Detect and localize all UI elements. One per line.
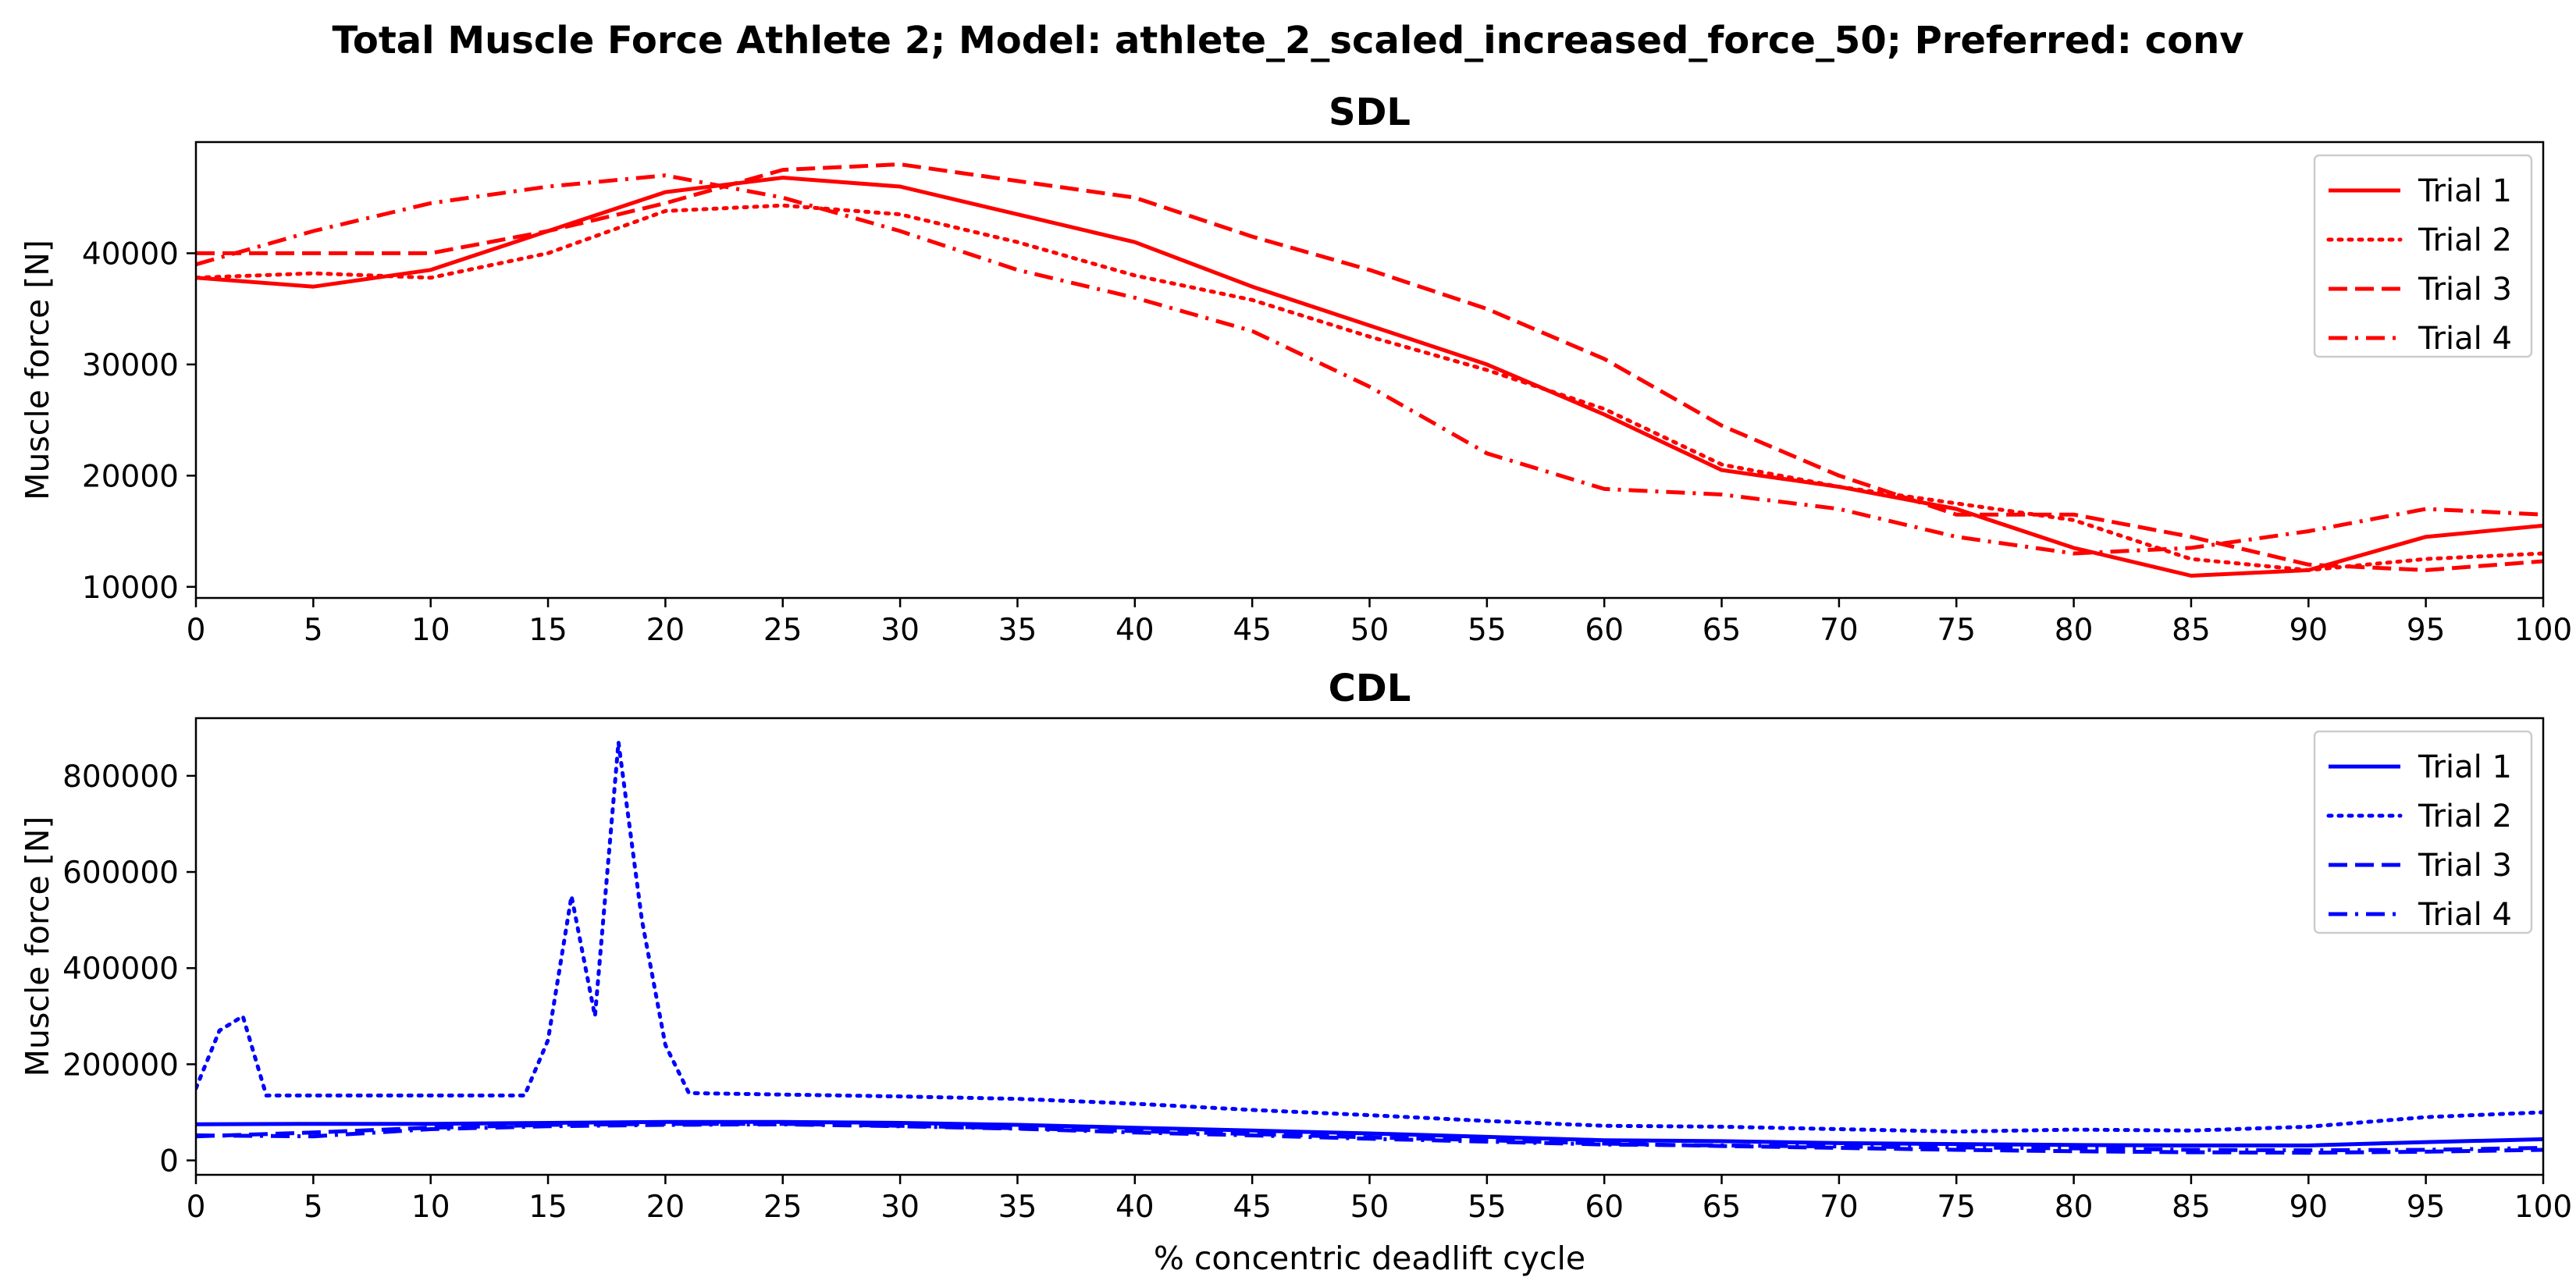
sdl-x-tick-label: 65 bbox=[1703, 613, 1742, 648]
cdl-x-tick-label: 55 bbox=[1468, 1190, 1507, 1225]
sdl-x-tick-label: 50 bbox=[1350, 613, 1389, 648]
cdl-x-tick-label: 75 bbox=[1937, 1190, 1976, 1225]
sdl-x-tick-label: 90 bbox=[2289, 613, 2328, 648]
sdl-y-tick-label: 20000 bbox=[82, 459, 179, 494]
cdl-x-tick-label: 40 bbox=[1115, 1190, 1155, 1225]
cdl-x-tick-label: 90 bbox=[2289, 1190, 2328, 1225]
sdl-series-trial-2 bbox=[196, 203, 2543, 572]
sdl-legend: Trial 1 Trial 2 Trial 3 Trial 4 bbox=[2313, 154, 2533, 358]
sdl-x-tick-label: 80 bbox=[2055, 613, 2094, 648]
cdl-legend-label-trial-2: Trial 2 bbox=[2418, 799, 2512, 834]
cdl-y-axis-label: Muscle force [N] bbox=[19, 817, 56, 1077]
cdl-series-trial-2 bbox=[196, 740, 2543, 1134]
sdl-y-tick-label: 40000 bbox=[82, 237, 179, 272]
cdl-x-tick-label: 65 bbox=[1703, 1190, 1742, 1225]
cdl-x-tick-label: 25 bbox=[763, 1190, 802, 1225]
cdl-x-tick-label: 0 bbox=[187, 1190, 206, 1225]
cdl-legend: Trial 1 Trial 2 Trial 3 Trial 4 bbox=[2313, 730, 2533, 934]
sdl-panel: SDL 0 5 10 15 20 25 30 35 40 45 50 55 60 65 70 75 80 85 90 9… bbox=[19, 91, 2572, 648]
sdl-x-tick-label: 25 bbox=[763, 613, 802, 648]
cdl-x-tick-label: 15 bbox=[528, 1190, 568, 1225]
cdl-x-tick-label: 5 bbox=[304, 1190, 323, 1225]
sdl-x-tick-label: 35 bbox=[998, 613, 1037, 648]
cdl-y-tick-label: 200000 bbox=[62, 1048, 179, 1083]
sdl-x-tick-label: 60 bbox=[1585, 613, 1624, 648]
figure-title: Total Muscle Force Athlete 2; Model: ath… bbox=[332, 19, 2243, 62]
sdl-x-tick-label: 15 bbox=[528, 613, 568, 648]
sdl-series-trial-3 bbox=[196, 162, 2543, 572]
cdl-legend-label-trial-3: Trial 3 bbox=[2418, 848, 2512, 884]
cdl-x-tick-label: 95 bbox=[2407, 1190, 2446, 1225]
sdl-x-tick-label: 45 bbox=[1233, 613, 1272, 648]
cdl-x-tick-label: 80 bbox=[2055, 1190, 2094, 1225]
cdl-y-tick-label: 800000 bbox=[62, 760, 179, 795]
sdl-x-tick-label: 40 bbox=[1115, 613, 1155, 648]
sdl-x-tick-label: 85 bbox=[2172, 613, 2211, 648]
sdl-legend-label-trial-1: Trial 1 bbox=[2418, 173, 2512, 209]
cdl-x-tick-label: 50 bbox=[1350, 1190, 1389, 1225]
sdl-x-tick-label: 100 bbox=[2514, 613, 2572, 648]
cdl-series-trial-1 bbox=[196, 1119, 2543, 1147]
cdl-legend-label-trial-4: Trial 4 bbox=[2418, 897, 2512, 933]
sdl-x-tick-label: 95 bbox=[2407, 613, 2446, 648]
cdl-x-tick-label: 20 bbox=[646, 1190, 685, 1225]
cdl-x-tick-label: 30 bbox=[881, 1190, 920, 1225]
sdl-x-tick-label: 20 bbox=[646, 613, 685, 648]
cdl-x-tick-label: 100 bbox=[2514, 1190, 2572, 1225]
sdl-x-tick-label: 5 bbox=[304, 613, 323, 648]
cdl-x-tick-label: 45 bbox=[1233, 1190, 1272, 1225]
sdl-legend-label-trial-2: Trial 2 bbox=[2418, 222, 2512, 258]
sdl-legend-box bbox=[2313, 154, 2533, 358]
sdl-series-trial-1 bbox=[196, 176, 2543, 578]
cdl-title: CDL bbox=[1329, 667, 1411, 710]
cdl-legend-box bbox=[2313, 730, 2533, 934]
sdl-series-group bbox=[196, 162, 2543, 578]
sdl-legend-label-trial-4: Trial 4 bbox=[2418, 321, 2512, 357]
cdl-y-tick-label: 400000 bbox=[62, 952, 179, 987]
sdl-y-axis-label: Muscle force [N] bbox=[19, 240, 56, 500]
cdl-legend-label-trial-1: Trial 1 bbox=[2418, 749, 2512, 785]
sdl-x-tick-label: 0 bbox=[187, 613, 206, 648]
cdl-x-tick-label: 10 bbox=[411, 1190, 450, 1225]
sdl-x-tick-label: 70 bbox=[1820, 613, 1859, 648]
cdl-x-tick-label: 85 bbox=[2172, 1190, 2211, 1225]
sdl-y-tick-label: 10000 bbox=[82, 571, 179, 606]
sdl-x-tick-label: 75 bbox=[1937, 613, 1976, 648]
sdl-x-tick-label: 30 bbox=[881, 613, 920, 648]
sdl-x-tick-label: 55 bbox=[1468, 613, 1507, 648]
cdl-x-tick-label: 70 bbox=[1820, 1190, 1859, 1225]
cdl-x-axis-label: % concentric deadlift cycle bbox=[1154, 1240, 1585, 1277]
sdl-title: SDL bbox=[1329, 91, 1411, 134]
cdl-y-tick-label: 600000 bbox=[62, 856, 179, 891]
sdl-y-tick-label: 30000 bbox=[82, 348, 179, 383]
cdl-panel: CDL 0 5 10 15 20 25 30 35 40 45 50 55 60 65 70 75 80 85 90 9… bbox=[19, 667, 2572, 1277]
cdl-series-group bbox=[196, 740, 2543, 1155]
sdl-series-trial-4 bbox=[196, 173, 2543, 556]
cdl-x-tick-label: 35 bbox=[998, 1190, 1037, 1225]
sdl-legend-label-trial-3: Trial 3 bbox=[2418, 272, 2512, 308]
sdl-x-tick-label: 10 bbox=[411, 613, 450, 648]
cdl-y-tick-label: 0 bbox=[159, 1144, 179, 1179]
cdl-series-trial-4 bbox=[196, 1122, 2543, 1153]
cdl-x-tick-label: 60 bbox=[1585, 1190, 1624, 1225]
